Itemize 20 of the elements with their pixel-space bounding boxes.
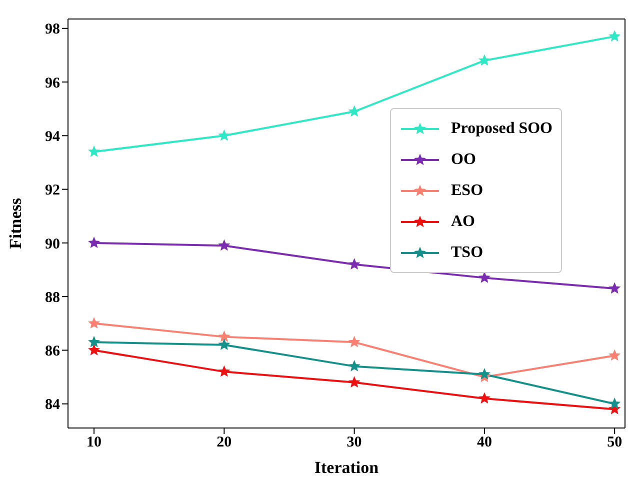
x-tick-label: 10 bbox=[86, 434, 102, 451]
y-tick-label: 86 bbox=[45, 344, 60, 360]
y-tick-label: 94 bbox=[45, 128, 60, 145]
x-axis-title: Iteration bbox=[314, 458, 380, 477]
legend-label: AO bbox=[451, 212, 475, 230]
y-axis-title: Fitness bbox=[6, 198, 26, 249]
x-tick-label: 50 bbox=[607, 434, 622, 451]
x-tick-label: 20 bbox=[216, 434, 232, 451]
legend-label: Proposed SOO bbox=[451, 120, 552, 138]
y-tick-label: 84 bbox=[45, 397, 60, 414]
y-tick-label: 98 bbox=[45, 22, 60, 38]
legend-label: OO bbox=[451, 150, 476, 168]
legend-label: ESO bbox=[451, 182, 484, 200]
legend-label: TSO bbox=[451, 244, 484, 262]
y-tick-label: 96 bbox=[45, 75, 60, 92]
x-tick-label: 40 bbox=[476, 434, 492, 451]
y-tick-label: 90 bbox=[45, 236, 60, 252]
y-tick-label: 88 bbox=[45, 290, 60, 306]
y-tick-label: 92 bbox=[45, 182, 60, 199]
x-tick-label: 30 bbox=[346, 434, 362, 451]
